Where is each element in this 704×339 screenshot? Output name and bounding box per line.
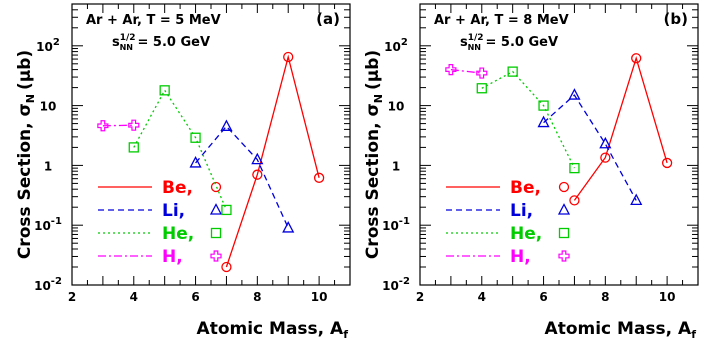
legend-entry: He, [446,224,570,244]
series-cross [445,63,488,79]
legend-marker [557,203,571,215]
legend-entry: H, [446,247,570,267]
data-point [128,142,139,153]
y-tick-label: 10-1 [34,216,62,233]
data-point [599,136,612,149]
data-point [283,51,294,63]
y-tick-label: 1 [44,159,52,173]
panel-header-line1: Ar + Ar, T = 8 MeV [434,13,569,28]
data-point [507,66,518,77]
legend-marker [558,250,570,262]
legend-label: H, [510,247,531,267]
data-point [445,63,457,76]
y-axis-label: Cross Section, σN(μb) [15,50,37,259]
panel-header-line1: Ar + Ar, T = 5 MeV [86,13,221,28]
panel-header-line2: s1/2 NN = 5.0 GeV [460,33,558,52]
x-tick-label: 6 [539,290,547,304]
legend-label: Li, [510,201,533,221]
series-line [573,55,668,201]
series-square [476,66,580,174]
data-point [190,132,201,143]
y-tick-label: 10 [40,100,57,114]
x-tick-label: 4 [130,290,138,304]
x-axis-label: Atomic Mass, Af [545,319,697,339]
data-point [476,83,487,94]
series-line [481,70,575,169]
data-point [568,88,581,100]
x-tick-label: 6 [191,290,199,304]
y-tick-label: 1 [392,159,400,173]
legend-label: Be, [510,178,541,198]
legend-label: Li, [162,201,185,221]
x-tick-label: 4 [478,290,486,304]
legend-marker [210,250,222,262]
legend-label: Be, [162,178,193,198]
series-line [225,54,320,268]
legend-entry: Be, [446,178,570,198]
legend-entry: H, [98,247,222,267]
legend-label: H, [162,247,183,267]
data-point [569,195,580,206]
data-point [661,157,673,169]
panel-1: 2 4 6 8 10 10-2 10-1 1 10 102 Atomic Mass, Af Cross… [15,3,351,339]
legend-entry: Li, [98,201,223,221]
legend-label: He, [162,224,194,244]
legend-entry: Li, [446,201,571,221]
data-point [159,85,170,96]
data-point [538,100,549,111]
data-point [252,169,263,180]
panel-2: 2 4 6 8 10 10-2 10-1 1 10 102 Atomic Mass, Af Cross… [363,3,699,339]
panel-header-line2: s1/2 NN = 5.0 GeV [112,33,210,52]
series-triangle [537,88,643,206]
y-axis-label: Cross Section, σN(μb) [363,50,385,259]
data-point [569,162,580,174]
series-line [195,125,289,229]
data-point [313,172,325,183]
y-tick-label: 102 [36,37,60,54]
y-tick-label: 10 [388,100,405,114]
data-point [600,152,611,163]
series-triangle [189,119,295,233]
data-point [476,67,488,79]
x-tick-label: 8 [253,290,261,304]
legend-marker [210,227,222,239]
x-tick-label: 2 [416,290,424,304]
series-line [543,94,637,201]
data-point [282,221,295,233]
data-point [251,152,264,165]
legend-marker [210,181,222,193]
data-point [630,193,643,206]
data-point [128,119,140,131]
legend-entry: Be, [98,178,222,198]
data-point [221,261,232,273]
data-point [189,156,202,168]
legend-entry: He, [98,224,222,244]
series-line [133,89,227,211]
x-tick-label: 2 [68,290,76,304]
series-square [128,85,232,216]
data-point [97,120,109,132]
y-tick-label: 10-1 [382,216,410,233]
data-point [221,204,232,216]
series-cross [97,119,140,132]
panel-label: (b) [664,10,688,28]
x-tick-label: 8 [601,290,609,304]
x-axis-label: Atomic Mass, Af [197,319,349,339]
x-tick-label: 10 [311,290,328,304]
y-tick-label: 10-2 [34,276,62,293]
x-tick-label: 10 [659,290,676,304]
legend-marker [558,181,570,193]
data-point [631,53,642,64]
y-tick-label: 102 [384,37,408,54]
legend-marker [558,227,570,239]
panel-label: (a) [316,10,340,28]
y-tick-label: 10-2 [382,276,410,293]
legend-label: He, [510,224,542,244]
data-point [537,115,550,128]
data-point [220,119,233,131]
series-circle [221,51,325,273]
legend-marker [209,203,223,215]
series-circle [569,53,673,206]
